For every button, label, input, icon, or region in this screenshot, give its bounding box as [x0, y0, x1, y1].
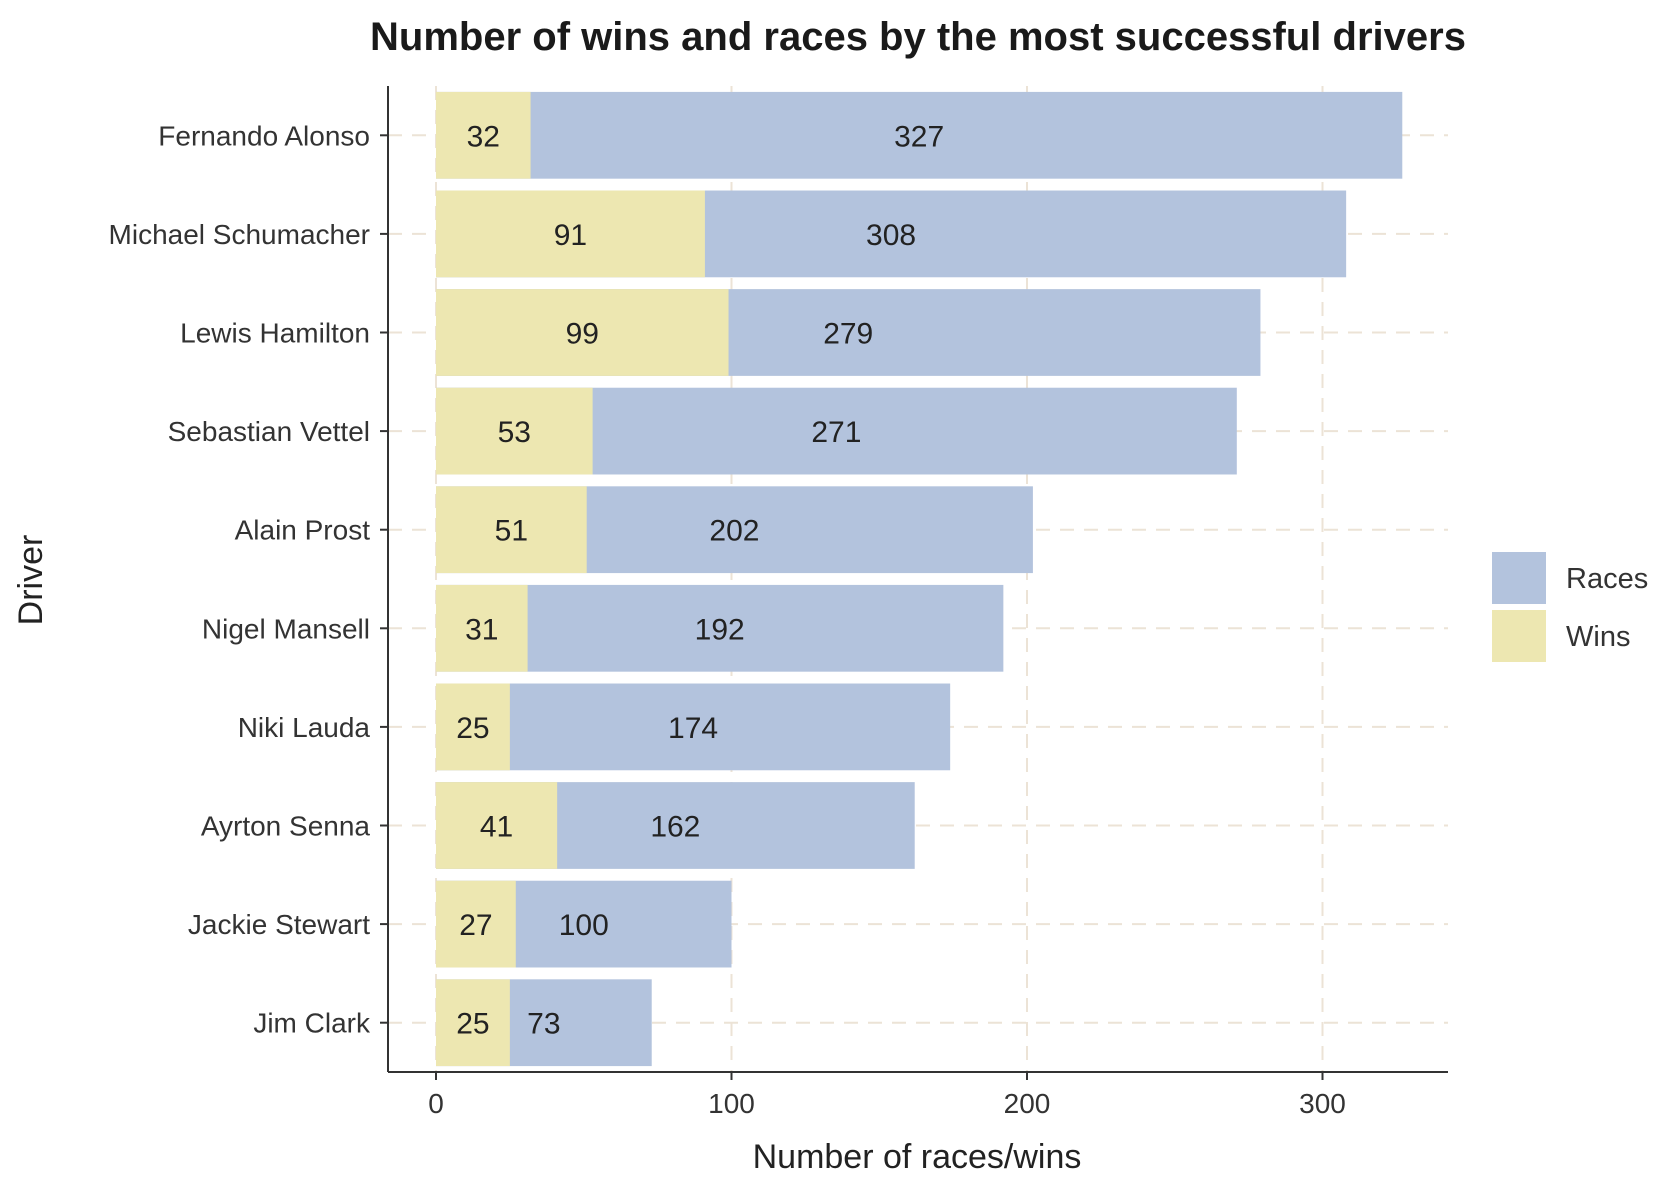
races-data-label: 202 — [709, 515, 759, 548]
wins-data-label: 25 — [456, 712, 489, 745]
wins-data-label: 53 — [498, 416, 531, 449]
wins-data-label: 27 — [459, 909, 492, 942]
races-bar — [436, 584, 1004, 672]
wins-bar — [436, 289, 729, 376]
y-tick-label: Alain Prost — [235, 515, 371, 546]
axes: 0 100 200 300 Fernando Alonso Michael Schumac… — [109, 86, 1448, 1119]
bars: 32 327 91 308 99 279 53 271 51 202 31 192 25 174 41 162… — [436, 91, 1403, 1067]
races-bar — [436, 683, 951, 771]
y-tick-label: Jackie Stewart — [188, 909, 370, 940]
y-tick-label: Fernando Alonso — [158, 120, 370, 151]
y-tick-label: Niki Lauda — [238, 712, 371, 743]
wins-bar — [436, 486, 587, 574]
y-tick-label: Jim Clark — [253, 1008, 371, 1039]
wins-data-label: 25 — [456, 1008, 489, 1041]
x-axis-title: Number of races/wins — [753, 1138, 1082, 1176]
y-axis-title: Driver — [12, 535, 50, 626]
legend-swatch-races — [1492, 552, 1546, 604]
wins-data-label: 32 — [467, 120, 500, 153]
wins-data-label: 41 — [480, 811, 513, 844]
x-tick-label: 300 — [1299, 1088, 1346, 1119]
x-tick-label: 100 — [708, 1088, 755, 1119]
wins-data-label: 51 — [495, 515, 528, 548]
races-bar — [436, 91, 1403, 179]
y-tick-label: Michael Schumacher — [109, 219, 370, 250]
races-data-label: 279 — [823, 318, 873, 351]
wins-bar — [436, 880, 516, 968]
wins-bar — [436, 782, 558, 869]
y-tick-label: Nigel Mansell — [202, 613, 370, 644]
wins-bar — [436, 584, 528, 672]
legend-swatch-wins — [1492, 610, 1546, 662]
y-tick-label: Lewis Hamilton — [180, 318, 370, 349]
races-data-label: 327 — [894, 120, 944, 153]
races-data-label: 100 — [559, 909, 609, 942]
x-tick-label: 0 — [428, 1088, 444, 1119]
races-data-label: 162 — [650, 811, 700, 844]
wins-data-label: 99 — [566, 318, 599, 351]
legend-label-races: Races — [1566, 563, 1648, 595]
races-data-label: 192 — [695, 613, 745, 646]
races-data-label: 271 — [811, 416, 861, 449]
y-tick-label: Ayrton Senna — [201, 811, 371, 842]
x-tick-label: 200 — [1004, 1088, 1051, 1119]
y-tick-label: Sebastian Vettel — [168, 416, 370, 447]
wins-bar — [436, 387, 593, 475]
legend: Races Wins — [1492, 552, 1648, 662]
wins-data-label: 91 — [554, 219, 587, 252]
wins-data-label: 31 — [465, 613, 498, 646]
legend-label-wins: Wins — [1566, 621, 1630, 653]
wins-bar — [436, 190, 705, 278]
races-data-label: 308 — [866, 219, 916, 252]
chart-title: Number of wins and races by the most suc… — [370, 15, 1466, 59]
races-data-label: 73 — [527, 1008, 560, 1041]
races-data-label: 174 — [668, 712, 718, 745]
wins-bar — [436, 683, 510, 771]
wins-bar — [436, 91, 531, 179]
wins-bar — [436, 979, 510, 1067]
